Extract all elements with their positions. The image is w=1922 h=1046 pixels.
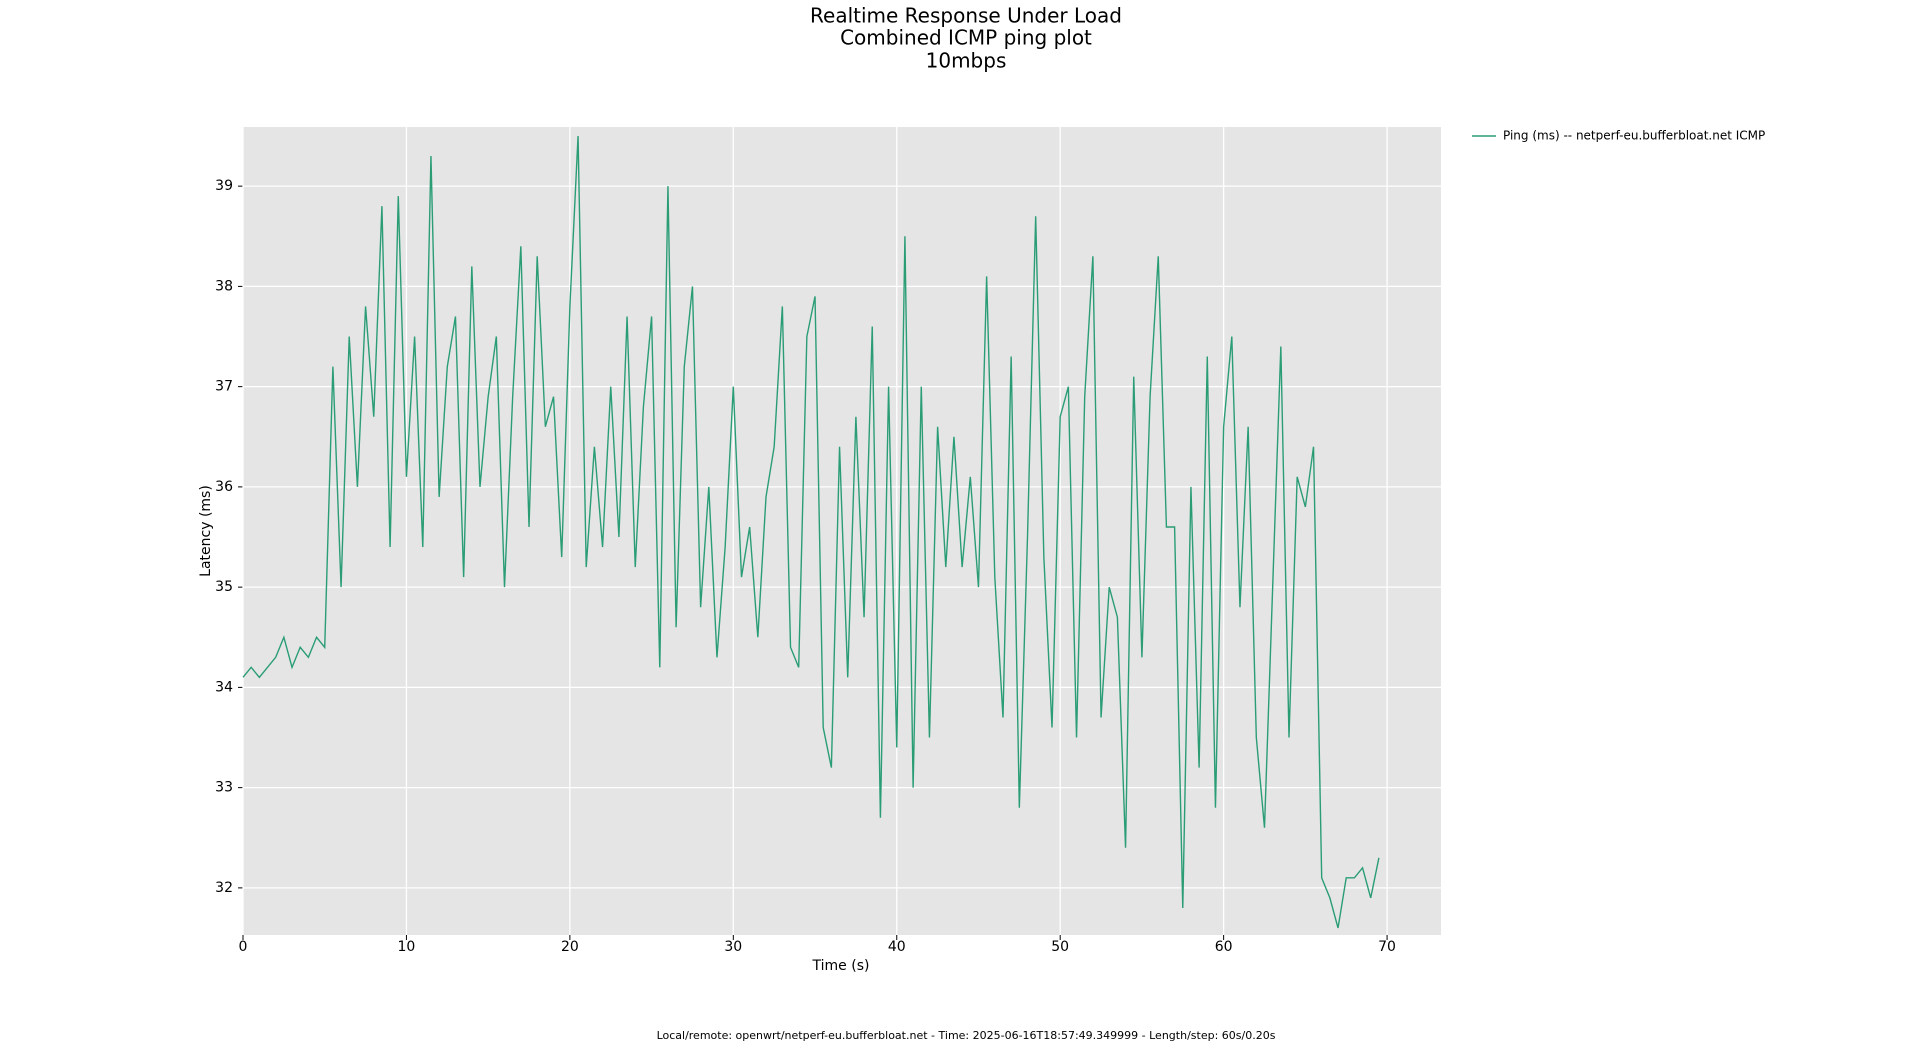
legend-label: Ping (ms) -- netperf-eu.bufferbloat.net … (1503, 129, 1765, 143)
data-line (242, 135, 1380, 929)
chart-title: Realtime Response Under Load (810, 4, 1122, 28)
y-tick-label: 37 (215, 379, 233, 395)
chart-subtitle: Combined ICMP ping plot (840, 26, 1092, 50)
y-tick-label: 39 (215, 178, 233, 194)
x-tick-label: 0 (239, 939, 248, 955)
y-tick-label: 32 (215, 880, 233, 896)
x-tick-label: 70 (1378, 939, 1396, 955)
y-tick-label: 38 (215, 278, 233, 294)
x-tick-label: 60 (1215, 939, 1233, 955)
y-tick-label: 35 (215, 579, 233, 595)
chart-subtitle: 10mbps (926, 49, 1007, 73)
y-tick-label: 36 (215, 479, 233, 495)
x-tick-label: 30 (724, 939, 742, 955)
x-tick-label: 40 (888, 939, 906, 955)
y-tick-label: 33 (215, 780, 233, 796)
footer: Local/remote: openwrt/netperf-eu.bufferb… (657, 1029, 1276, 1042)
x-axis-label: Time (s) (812, 958, 870, 974)
y-axis-label: Latency (ms) (198, 485, 214, 577)
x-tick-label: 20 (561, 939, 579, 955)
x-tick-label: 50 (1051, 939, 1069, 955)
x-tick-label: 10 (398, 939, 416, 955)
y-tick-label: 34 (215, 679, 233, 695)
